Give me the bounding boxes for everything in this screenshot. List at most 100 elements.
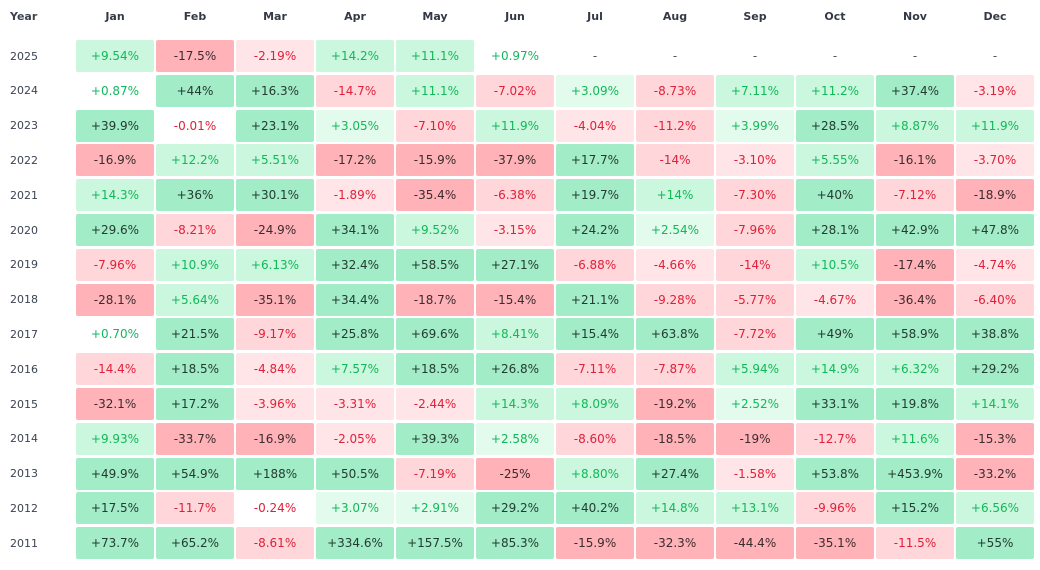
return-cell: - — [832, 49, 838, 63]
return-cell: - — [592, 49, 598, 63]
return-cell: +21.1% — [556, 283, 634, 316]
month-header: Oct — [824, 9, 846, 23]
year-label: 2020 — [10, 223, 38, 237]
return-cell: +5.51% — [236, 144, 314, 177]
return-cell: -4.67% — [796, 283, 874, 316]
return-cell: +16.3% — [236, 74, 314, 107]
return-cell: +8.41% — [476, 318, 554, 351]
return-cell: +28.1% — [796, 214, 874, 246]
return-cell: -7.02% — [476, 74, 554, 107]
return-cell: +13.1% — [716, 492, 794, 525]
return-cell: +54.9% — [156, 457, 234, 490]
return-cell: +453.9% — [876, 457, 954, 490]
return-cell: +11.1% — [396, 40, 474, 72]
return-cell: +49% — [796, 318, 874, 351]
return-cell: -6.40% — [956, 283, 1034, 316]
return-cell: -4.74% — [956, 248, 1034, 281]
return-cell: +44% — [156, 74, 234, 107]
return-cell: +7.11% — [716, 74, 794, 107]
year-label: 2017 — [10, 327, 38, 341]
return-cell: +36% — [156, 179, 234, 212]
return-cell: +6.32% — [876, 353, 954, 386]
return-cell: +63.8% — [636, 318, 714, 351]
return-cell: +3.09% — [556, 74, 634, 107]
return-cell: +2.52% — [716, 388, 794, 420]
return-cell: +0.87% — [76, 74, 154, 107]
return-cell: -14% — [636, 144, 714, 177]
return-cell: +18.5% — [156, 353, 234, 386]
return-cell: -16.9% — [76, 144, 154, 177]
return-cell: +28.5% — [796, 109, 874, 142]
return-cell: +9.93% — [76, 422, 154, 455]
return-cell: -11.2% — [636, 109, 714, 142]
return-cell: -2.44% — [396, 388, 474, 420]
year-label: 2018 — [10, 293, 38, 307]
return-cell: -15.9% — [396, 144, 474, 177]
return-cell: -15.4% — [476, 283, 554, 316]
return-cell: -7.72% — [716, 318, 794, 351]
year-label: 2013 — [10, 467, 38, 481]
return-cell: -8.73% — [636, 74, 714, 107]
year-label: 2012 — [10, 501, 38, 515]
return-cell: -12.7% — [796, 422, 874, 455]
return-cell: +34.4% — [316, 283, 394, 316]
return-cell: +0.97% — [476, 40, 554, 72]
return-cell: +14.3% — [76, 179, 154, 212]
return-cell: -35.1% — [236, 283, 314, 316]
year-label: 2016 — [10, 362, 38, 376]
return-cell: -9.96% — [796, 492, 874, 525]
month-header: Aug — [662, 9, 688, 23]
return-cell: +9.54% — [76, 40, 154, 72]
return-cell: +11.2% — [796, 74, 874, 107]
return-cell: -16.9% — [236, 422, 314, 455]
month-header: Nov — [903, 9, 927, 23]
return-cell: +8.09% — [556, 388, 634, 420]
return-cell: +25.8% — [316, 318, 394, 351]
return-cell: +8.87% — [876, 109, 954, 142]
return-cell: +5.94% — [716, 353, 794, 386]
month-header: Mar — [263, 9, 287, 23]
return-cell: +12.2% — [156, 144, 234, 177]
return-cell: -44.4% — [716, 527, 794, 560]
return-cell: +32.4% — [316, 248, 394, 281]
year-label: 2025 — [10, 49, 38, 63]
return-cell: +29.2% — [476, 492, 554, 525]
return-cell: +69.6% — [396, 318, 474, 351]
return-cell: -7.87% — [636, 353, 714, 386]
year-label: 2019 — [10, 258, 38, 272]
return-cell: +50.5% — [316, 457, 394, 490]
return-cell: -7.96% — [76, 248, 154, 281]
return-cell: +17.7% — [556, 144, 634, 177]
year-label: 2023 — [10, 119, 38, 133]
return-cell: +38.8% — [956, 318, 1034, 351]
return-cell: +29.2% — [956, 353, 1034, 386]
return-cell: -18.7% — [396, 283, 474, 316]
return-cell: -6.38% — [476, 179, 554, 212]
return-cell: +27.1% — [476, 248, 554, 281]
return-cell: +3.99% — [716, 109, 794, 142]
return-cell: +188% — [236, 457, 314, 490]
return-cell: +9.52% — [396, 214, 474, 246]
return-cell: +3.05% — [316, 109, 394, 142]
return-cell: +26.8% — [476, 353, 554, 386]
return-cell: +7.57% — [316, 353, 394, 386]
return-cell: -4.04% — [556, 109, 634, 142]
return-cell: -7.10% — [396, 109, 474, 142]
return-cell: +34.1% — [316, 214, 394, 246]
return-cell: +0.70% — [76, 318, 154, 351]
return-cell: -9.17% — [236, 318, 314, 351]
return-cell: -7.12% — [876, 179, 954, 212]
return-cell: -25% — [476, 457, 554, 490]
return-cell: +14.1% — [956, 388, 1034, 420]
return-cell: +39.9% — [76, 109, 154, 142]
month-header: Dec — [983, 9, 1007, 23]
return-cell: +55% — [956, 527, 1034, 560]
return-cell: +27.4% — [636, 457, 714, 490]
return-cell: -15.3% — [956, 422, 1034, 455]
return-cell: +24.2% — [556, 214, 634, 246]
return-cell: +6.13% — [236, 248, 314, 281]
return-cell: - — [912, 49, 918, 63]
year-label: 2015 — [10, 397, 38, 411]
return-cell: -3.70% — [956, 144, 1034, 177]
return-cell: -3.19% — [956, 74, 1034, 107]
